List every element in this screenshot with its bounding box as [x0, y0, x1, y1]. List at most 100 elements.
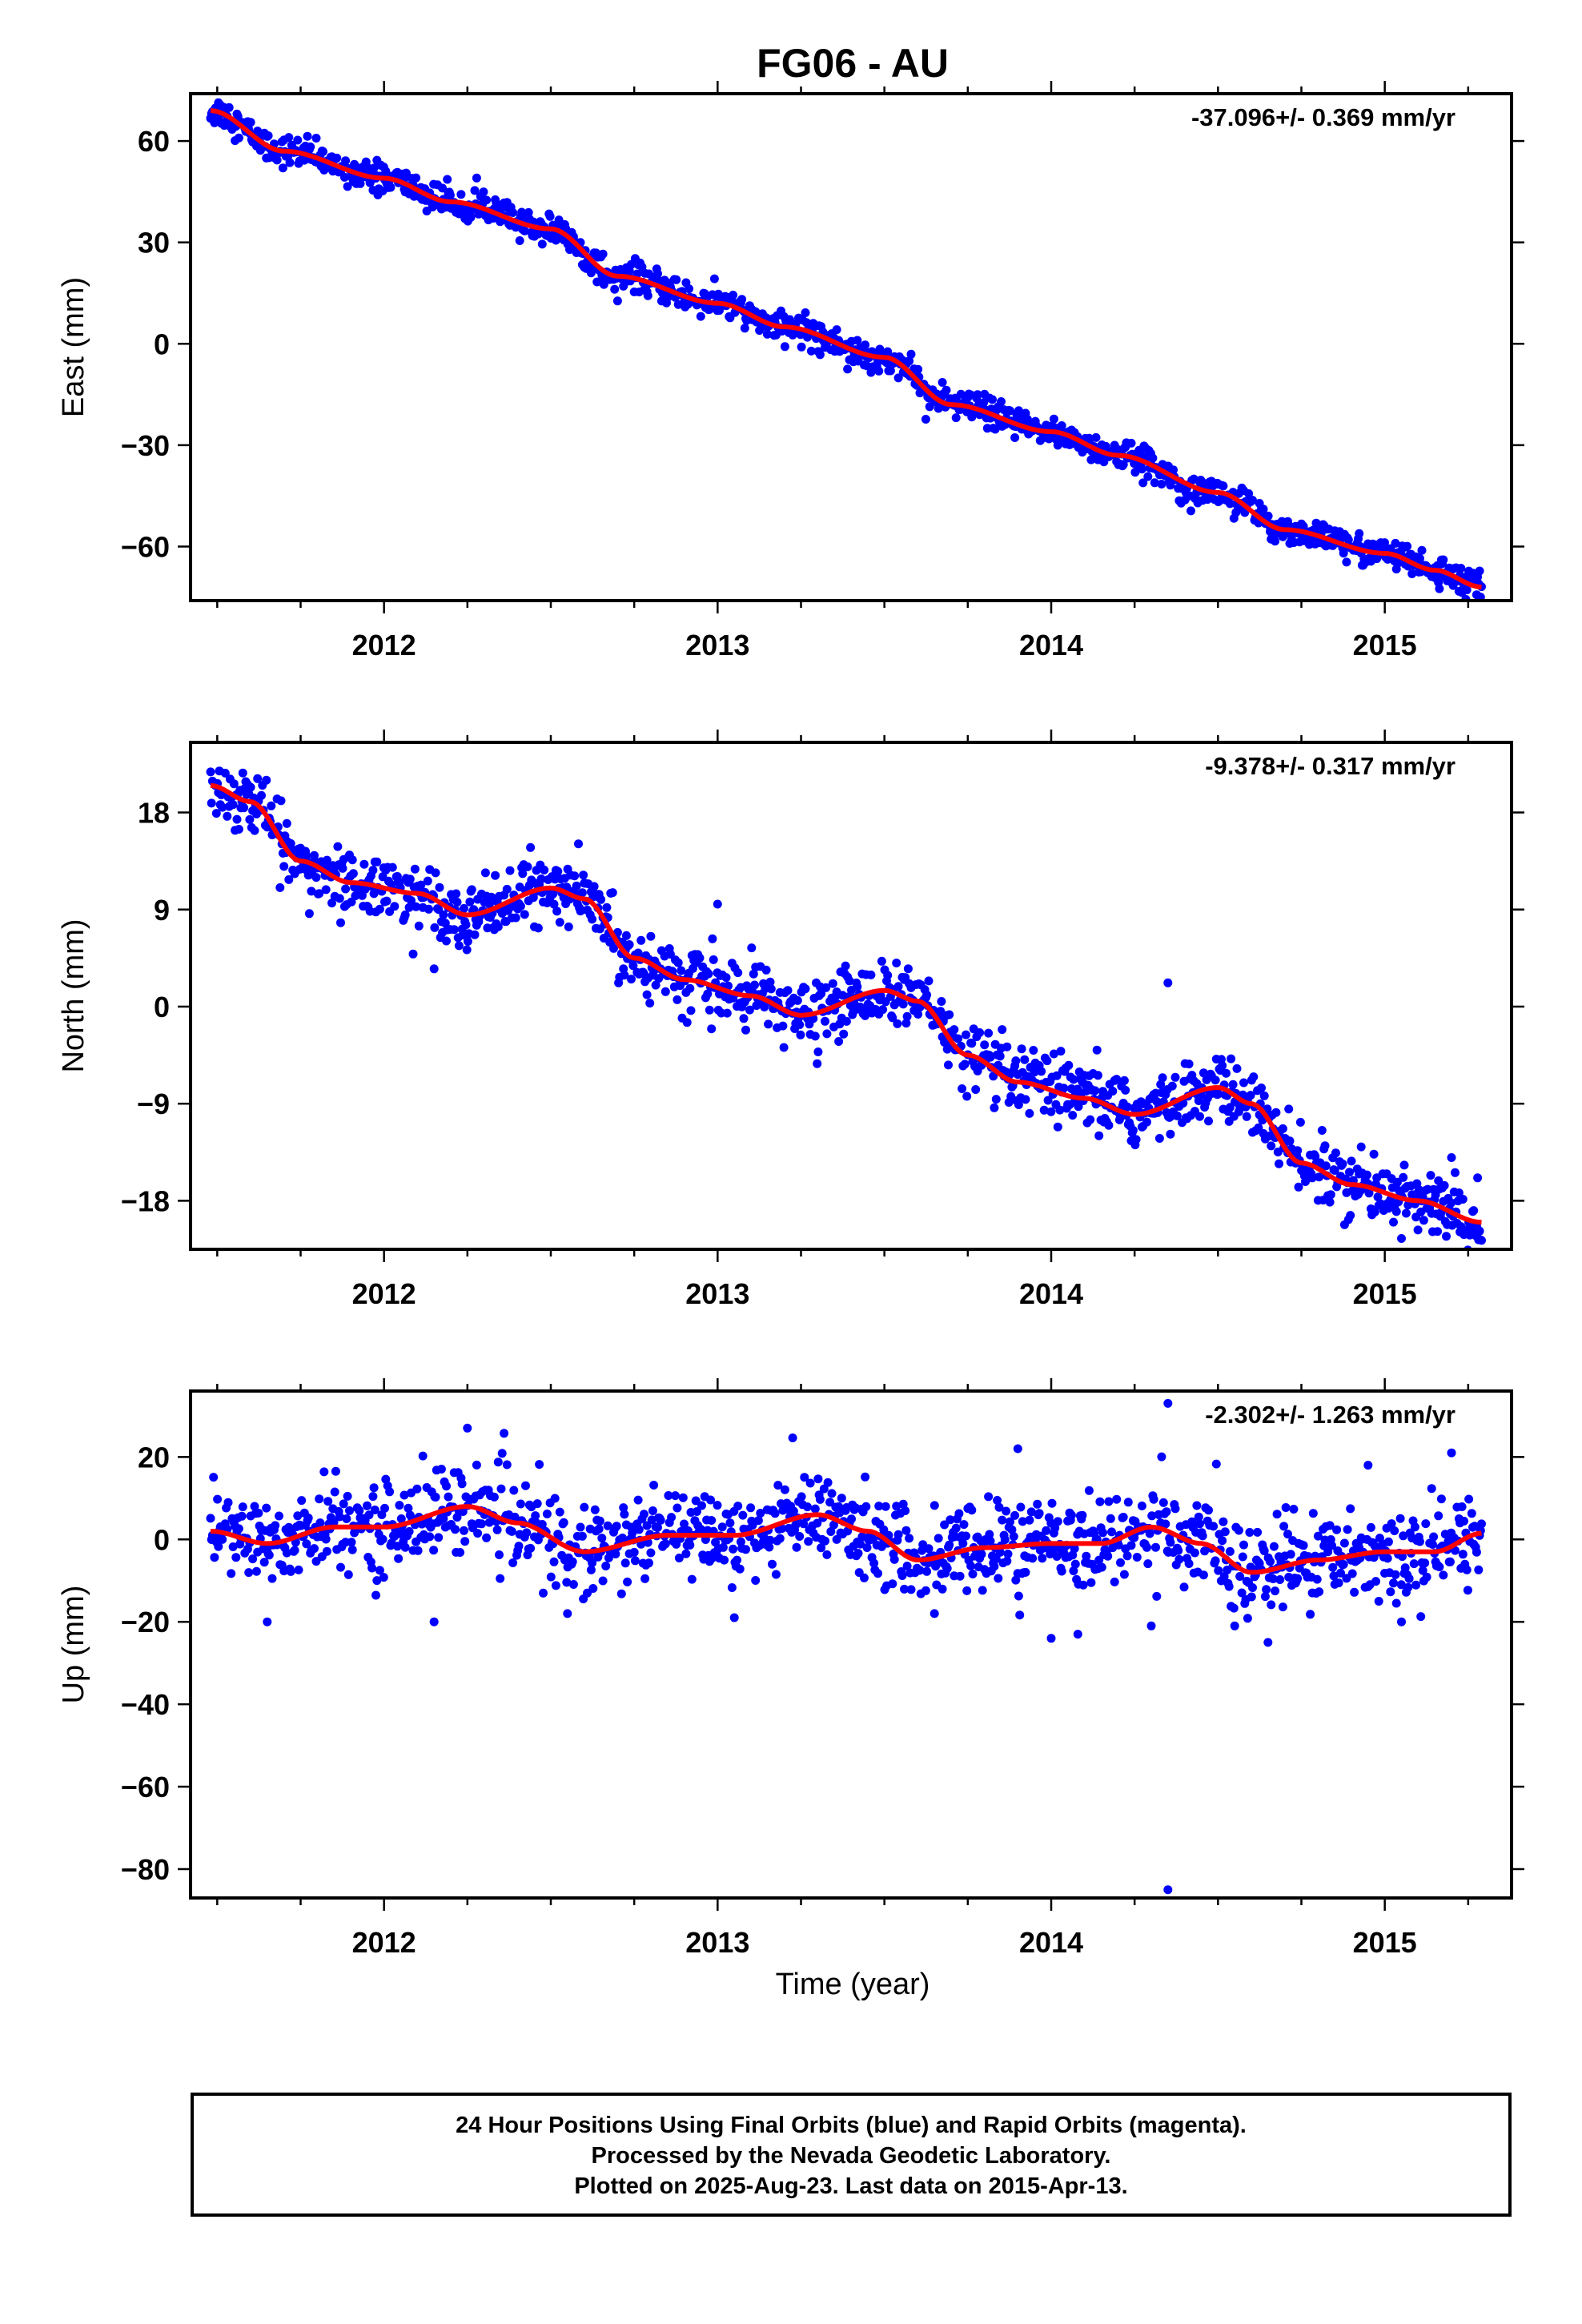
- east-point: [339, 172, 349, 182]
- north-point: [218, 802, 227, 812]
- up-point: [598, 1576, 608, 1586]
- north-point: [893, 982, 903, 991]
- up-point: [497, 1449, 507, 1458]
- up-point: [951, 1523, 961, 1533]
- up-point: [656, 1515, 665, 1525]
- north-point: [624, 940, 634, 949]
- north-point: [960, 1059, 970, 1069]
- east-point: [363, 162, 371, 171]
- up-point: [516, 1499, 525, 1509]
- up-point: [821, 1536, 829, 1546]
- up-point: [1390, 1526, 1399, 1535]
- north-point: [228, 800, 238, 810]
- north-point: [211, 809, 221, 818]
- east-point: [1403, 541, 1412, 551]
- east-x-tick-label: 2012: [352, 629, 416, 661]
- east-point: [1417, 545, 1427, 555]
- up-point: [1269, 1542, 1279, 1551]
- north-trend-line: [210, 782, 1482, 1225]
- north-point: [1345, 1168, 1354, 1177]
- north-point: [315, 889, 324, 899]
- east-point: [951, 413, 961, 423]
- up-point: [984, 1492, 994, 1502]
- up-point: [1403, 1582, 1413, 1592]
- up-point: [751, 1576, 761, 1585]
- north-point: [883, 971, 893, 980]
- north-y-tick-label: 0: [154, 991, 170, 1023]
- north-point: [359, 859, 369, 869]
- north-point: [1259, 1091, 1269, 1100]
- east-point: [1456, 564, 1466, 573]
- north-point: [1414, 1185, 1423, 1195]
- up-point: [345, 1506, 354, 1515]
- up-point: [727, 1583, 737, 1592]
- up-outlier-point: [1163, 1885, 1173, 1895]
- up-point: [768, 1559, 777, 1569]
- north-point: [387, 862, 397, 872]
- up-point: [1214, 1566, 1223, 1575]
- north-point: [990, 1103, 999, 1112]
- north-point: [1469, 1206, 1479, 1216]
- up-point: [1306, 1610, 1315, 1619]
- up-point: [1166, 1538, 1175, 1547]
- up-point: [1458, 1550, 1468, 1559]
- up-point: [542, 1510, 552, 1518]
- east-y-tick-label: 30: [138, 227, 170, 259]
- up-point: [1383, 1537, 1393, 1546]
- east-point: [524, 207, 533, 217]
- up-point: [1260, 1592, 1270, 1602]
- north-y-tick-label: 9: [154, 894, 170, 927]
- up-point: [1339, 1538, 1349, 1548]
- up-point: [1418, 1566, 1427, 1575]
- up-points: [206, 1398, 1486, 1895]
- north-point: [989, 1072, 998, 1081]
- east-point: [1049, 414, 1058, 424]
- up-point: [945, 1540, 954, 1550]
- north-point: [335, 894, 344, 903]
- north-point: [1246, 1091, 1255, 1100]
- north-point: [1025, 1108, 1034, 1118]
- north-point: [1399, 1172, 1408, 1182]
- north-point: [1330, 1166, 1339, 1175]
- up-point: [1396, 1580, 1406, 1590]
- north-point: [282, 818, 291, 828]
- up-outlier-point: [930, 1609, 939, 1618]
- up-point: [460, 1537, 470, 1546]
- up-point: [1084, 1486, 1094, 1495]
- up-point: [493, 1458, 503, 1467]
- north-point: [602, 903, 612, 912]
- up-point: [1220, 1527, 1230, 1537]
- east-point: [612, 296, 622, 306]
- up-point: [1025, 1515, 1034, 1525]
- north-point: [491, 870, 500, 880]
- east-point: [545, 211, 555, 221]
- up-point: [777, 1524, 787, 1534]
- up-point: [1110, 1577, 1119, 1586]
- north-point: [284, 875, 294, 884]
- north-point: [555, 918, 564, 927]
- up-point: [1057, 1566, 1066, 1576]
- up-point: [413, 1546, 423, 1555]
- up-point: [302, 1539, 311, 1549]
- east-point: [1057, 421, 1066, 430]
- up-point: [1098, 1528, 1107, 1538]
- up-point: [1126, 1541, 1136, 1550]
- north-point: [841, 1016, 851, 1026]
- up-point: [770, 1509, 780, 1518]
- up-y-tick-label: 20: [138, 1441, 170, 1474]
- up-point: [311, 1557, 321, 1566]
- up-point: [1248, 1583, 1257, 1592]
- north-x-tick-label: 2014: [1019, 1277, 1083, 1310]
- up-point: [510, 1512, 520, 1522]
- north-point: [950, 1025, 959, 1035]
- up-plot-frame: [189, 1389, 1513, 1900]
- north-point: [570, 871, 580, 881]
- east-x-tick-label: 2013: [685, 629, 749, 661]
- east-point: [610, 284, 620, 294]
- north-point: [1086, 1115, 1095, 1124]
- north-point: [548, 889, 558, 899]
- north-point: [1093, 1071, 1102, 1080]
- east-point: [482, 195, 492, 205]
- north-point: [1278, 1124, 1287, 1133]
- up-point: [1312, 1574, 1322, 1584]
